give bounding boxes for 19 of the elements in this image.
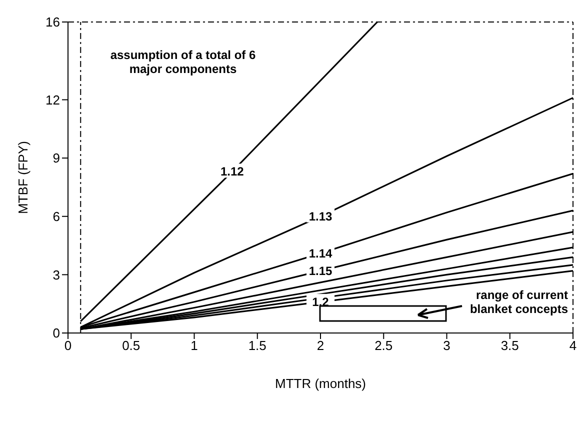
y-tick-label: 0 [52,326,60,341]
y-tick-label: 16 [46,14,60,30]
y-tick-label: 6 [52,208,60,224]
x-tick-label: 3.5 [500,338,519,354]
x-tick-label: 4 [569,338,577,354]
x-tick-label: 2.5 [374,338,393,354]
y-tick-label: 12 [46,92,60,108]
x-tick-label: 0 [64,338,72,354]
x-tick-label: 1.5 [248,338,266,354]
x-tick-label: 2 [316,338,324,354]
x-axis-title: MTTR (months) [275,376,366,391]
y-tick-label: 3 [52,267,60,282]
x-tick-label: 3 [443,338,450,354]
annotation: assumption of a total of 6 major components [109,48,257,76]
annotation: range of current blanket concepts [460,288,568,316]
y-axis-title: MTBF (FPY) [16,141,31,214]
y-tick-label: 9 [52,150,60,166]
x-tick-label: 1 [190,338,198,354]
x-tick-label: 0.5 [122,338,140,354]
